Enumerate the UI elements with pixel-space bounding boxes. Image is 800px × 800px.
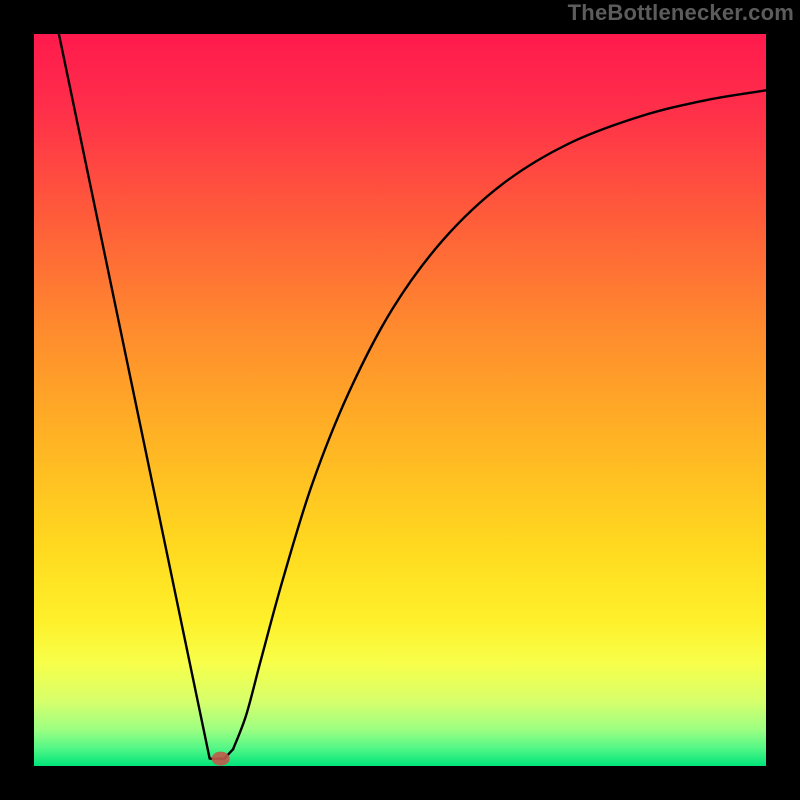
bottleneck-curve-chart [0,0,800,800]
chart-frame: TheBottlenecker.com [0,0,800,800]
gradient-background [34,34,766,766]
optimum-marker [212,752,230,766]
watermark-text: TheBottlenecker.com [568,0,794,26]
